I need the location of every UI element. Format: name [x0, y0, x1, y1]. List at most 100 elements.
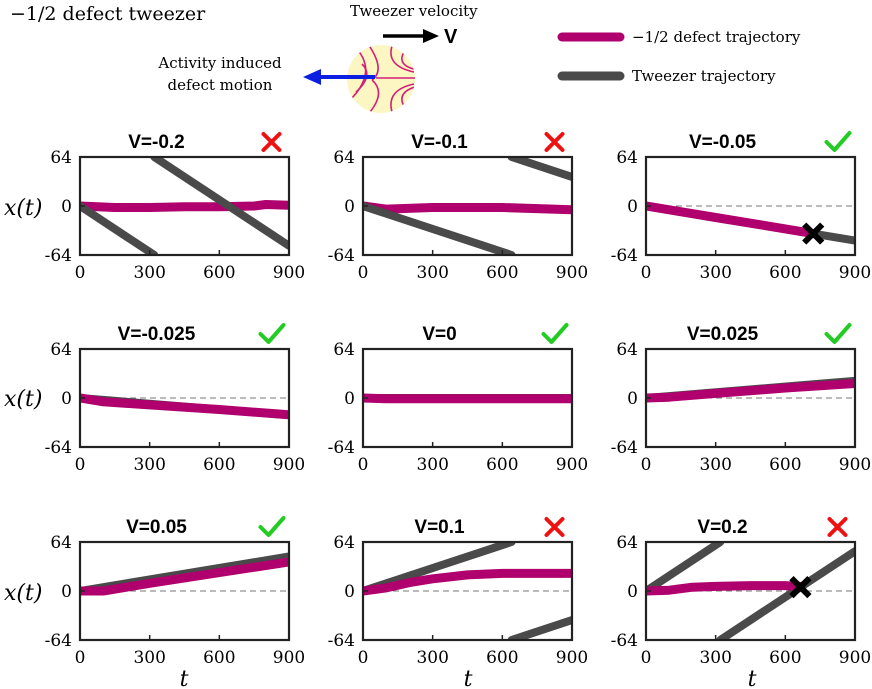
- x-tick-label: 300: [699, 455, 731, 475]
- panel-title: V=0.1: [414, 517, 465, 538]
- panel-title: V=0.025: [687, 324, 759, 345]
- x-tick-label: 900: [839, 455, 871, 475]
- tweezer-trajectory-2: [80, 202, 159, 255]
- x-tick-label: 900: [839, 648, 871, 668]
- tweezer-trajectory-3: [150, 157, 289, 250]
- plot-area: [80, 552, 289, 596]
- x-tick-label: 0: [358, 648, 369, 668]
- panel-title: V=-0.05: [689, 132, 757, 153]
- y-tick-label: 0: [344, 582, 355, 602]
- defect-trajectory-3: [646, 581, 804, 596]
- check-icon: [541, 323, 569, 344]
- x-tick-label: 600: [486, 263, 518, 283]
- x-tick-label: 600: [769, 455, 801, 475]
- xlabel-col3: t: [748, 667, 757, 689]
- velocity-symbol: V: [444, 26, 458, 48]
- capture-loss-marker: [789, 576, 812, 599]
- legend-entry-tweezer: Tweezer trajectory: [557, 67, 776, 85]
- y-tick-label: 0: [344, 389, 355, 409]
- legend-label-defect: −1/2 defect trajectory: [632, 28, 801, 46]
- defect-blob-icon: [347, 45, 415, 113]
- x-tick-label: 600: [486, 648, 518, 668]
- x-tick-label: 300: [699, 263, 731, 283]
- panel-title: V=-0.025: [118, 324, 196, 345]
- x-tick-label: 0: [641, 648, 652, 668]
- x-tick-label: 900: [556, 263, 588, 283]
- y-tick-label: 0: [627, 197, 638, 217]
- plot-area: [80, 393, 289, 420]
- plot-area: [646, 201, 855, 245]
- velocity-arrow-icon: [383, 29, 439, 43]
- x-tick-label: 0: [641, 263, 652, 283]
- y-tick-label: -64: [611, 438, 638, 458]
- tweezer-velocity-label: Tweezer velocity: [350, 2, 478, 20]
- legend-label-tweezer: Tweezer trajectory: [632, 67, 776, 85]
- y-tick-label: 0: [344, 197, 355, 217]
- x-tick-label: 600: [203, 455, 235, 475]
- y-tick-label: -64: [328, 631, 355, 651]
- check-icon: [824, 323, 852, 344]
- x-tick-label: 300: [416, 263, 448, 283]
- y-tick-label: 0: [61, 389, 72, 409]
- cross-icon: [544, 132, 565, 152]
- y-tick-label: -64: [611, 246, 638, 266]
- x-tick-label: 900: [273, 455, 305, 475]
- y-tick-label: 64: [50, 533, 72, 553]
- y-tick-label: -64: [328, 246, 355, 266]
- activity-label-line1: Activity induced: [157, 54, 282, 72]
- xlabel-col1: t: [180, 667, 189, 689]
- x-tick-label: 0: [75, 263, 86, 283]
- x-tick-label: 900: [273, 263, 305, 283]
- y-tick-label: -64: [45, 438, 72, 458]
- x-tick-label: 900: [556, 648, 588, 668]
- plot-area: [646, 542, 855, 640]
- defect-trajectory-2: [646, 201, 818, 239]
- x-tick-label: 600: [486, 455, 518, 475]
- plot-area: [363, 157, 572, 255]
- activity-arrow-icon: [303, 69, 375, 85]
- legend: −1/2 defect trajectory Tweezer trajector…: [557, 28, 801, 85]
- y-tick-label: 0: [627, 389, 638, 409]
- xlabel-col2: t: [464, 667, 473, 689]
- y-tick-label: 64: [50, 340, 72, 360]
- y-tick-label: 64: [616, 340, 638, 360]
- x-tick-label: 300: [133, 263, 165, 283]
- check-icon: [824, 131, 852, 152]
- x-tick-label: 300: [133, 455, 165, 475]
- plot-area: [363, 393, 572, 404]
- y-tick-label: -64: [45, 631, 72, 651]
- ylabel-row3: x(t): [4, 581, 42, 606]
- y-tick-label: 64: [333, 148, 355, 168]
- panel-title: V=0.05: [126, 517, 187, 538]
- cross-icon: [544, 517, 565, 537]
- cross-icon: [827, 517, 848, 537]
- x-tick-label: 600: [769, 263, 801, 283]
- x-tick-label: 900: [556, 455, 588, 475]
- plot-area: [646, 376, 855, 403]
- activity-label-line2: defect motion: [168, 76, 273, 94]
- x-tick-label: 300: [416, 648, 448, 668]
- x-tick-label: 900: [839, 263, 871, 283]
- y-tick-label: 64: [50, 148, 72, 168]
- x-tick-label: 600: [203, 648, 235, 668]
- x-tick-label: 0: [641, 455, 652, 475]
- panel-title: V=0.2: [697, 517, 747, 538]
- defect-trajectory-2: [363, 393, 572, 404]
- tweezer-trajectory-2: [363, 202, 516, 255]
- y-tick-label: 64: [333, 533, 355, 553]
- plot-area: [363, 542, 572, 640]
- x-tick-label: 300: [416, 455, 448, 475]
- check-icon: [258, 516, 286, 537]
- y-tick-label: 64: [616, 148, 638, 168]
- tweezer-trajectory-2: [716, 547, 855, 640]
- defect-trajectory-2: [80, 557, 289, 596]
- y-tick-label: -64: [328, 438, 355, 458]
